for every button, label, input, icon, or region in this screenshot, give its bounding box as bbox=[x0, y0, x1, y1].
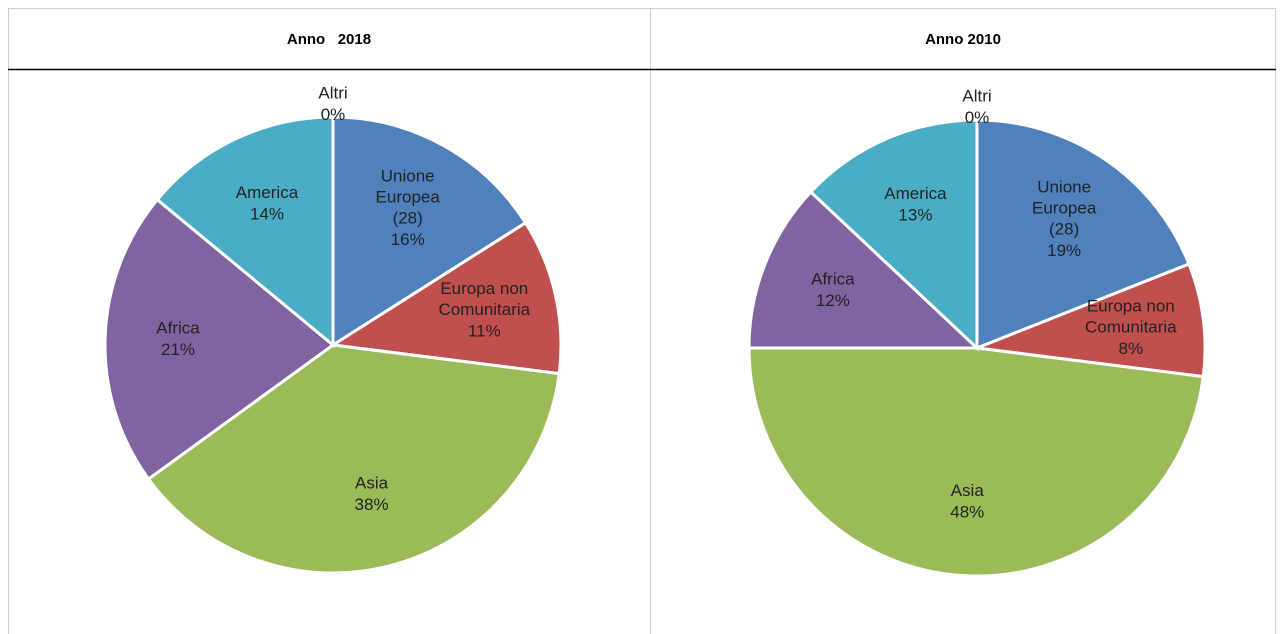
slice-label: America bbox=[236, 184, 299, 203]
table-border bbox=[8, 8, 1276, 634]
slice-label: Africa bbox=[156, 319, 200, 338]
slice-label: Altri bbox=[318, 84, 347, 103]
slice-label: Unione Europea (28) bbox=[1032, 178, 1097, 239]
pie-slice bbox=[747, 346, 1205, 578]
slice-value-label: 48% bbox=[950, 503, 984, 522]
slice-value-label: 11% bbox=[468, 322, 501, 341]
chart-title: Anno 2018 bbox=[287, 31, 371, 48]
pie-slice bbox=[103, 197, 336, 482]
pie-slice bbox=[747, 189, 981, 350]
slice-value-label: 21% bbox=[161, 340, 195, 359]
slice-label: Altri bbox=[962, 87, 991, 106]
slice-value-label: 12% bbox=[816, 291, 850, 310]
pie-slice bbox=[146, 343, 561, 575]
pie-slice bbox=[328, 220, 563, 376]
slice-label: Europa non Comunitaria bbox=[1085, 297, 1177, 337]
slice-label: Unione Europea (28) bbox=[376, 167, 441, 228]
slice-value-label: 38% bbox=[355, 495, 389, 514]
slice-value-label: 0% bbox=[965, 108, 990, 127]
pie-slice bbox=[155, 115, 335, 349]
slice-value-label: 8% bbox=[1119, 339, 1144, 358]
slice-value-label: 13% bbox=[898, 206, 932, 225]
slice-value-label: 16% bbox=[391, 230, 425, 249]
slice-label: Asia bbox=[355, 474, 389, 493]
pie-slice bbox=[976, 262, 1207, 379]
chart-title: Anno 2010 bbox=[925, 31, 1001, 48]
slice-label: Asia bbox=[951, 482, 985, 501]
slice-label: America bbox=[884, 185, 947, 204]
pie-slice bbox=[975, 118, 1191, 351]
pie-slice bbox=[331, 115, 528, 348]
slice-value-label: 14% bbox=[250, 205, 284, 224]
slice-value-label: 0% bbox=[321, 105, 346, 124]
pie-slice bbox=[808, 118, 979, 352]
slice-label: Europa non Comunitaria bbox=[438, 280, 530, 320]
slice-label: Africa bbox=[811, 270, 855, 289]
slice-value-label: 19% bbox=[1047, 241, 1081, 260]
